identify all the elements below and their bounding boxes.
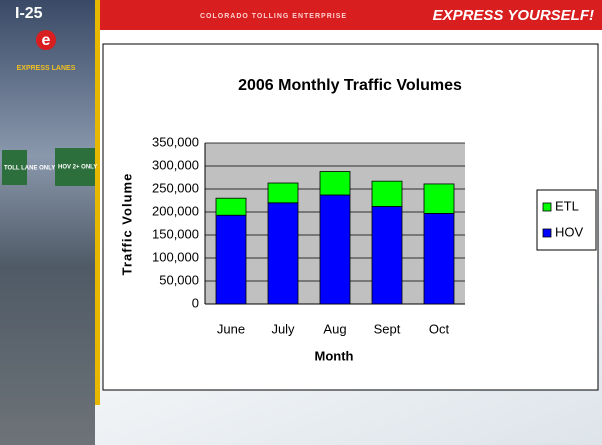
accent-bar [95,0,100,405]
bar-segment [372,181,402,206]
slogan: EXPRESS YOURSELF! [433,7,594,24]
bar-segment [268,203,298,304]
y-tick-label: 100,000 [152,249,199,264]
y-tick-label: 200,000 [152,203,199,218]
bar-segment [216,198,246,215]
bar-segment [320,195,350,304]
y-tick-label: 50,000 [159,272,199,287]
y-tick-label: 150,000 [152,226,199,241]
bar-segment [424,213,454,304]
x-tick-label: July [271,321,295,336]
y-tick-label: 300,000 [152,157,199,172]
legend-label: HOV [555,224,584,239]
logo-text: EXPRESS LANES [17,65,76,72]
logo-letter: e [42,32,51,49]
y-tick-label: 250,000 [152,180,199,195]
bar-segment [268,183,298,203]
bar-segment [372,206,402,304]
bar-segment [216,215,246,304]
legend-swatch [543,229,551,237]
slide: I-25 e EXPRESS LANES TOLL LANE ONLY HOV … [0,0,602,445]
x-tick-label: Oct [429,321,450,336]
x-tick-label: Aug [323,321,346,336]
y-tick-label: 0 [192,295,199,310]
chart: I-25 e EXPRESS LANES TOLL LANE ONLY HOV … [0,0,602,445]
x-tick-label: June [217,321,245,336]
x-axis-title: Month [315,348,354,363]
y-axis-title: Traffic Volume [119,173,134,276]
y-tick-label: 350,000 [152,134,199,149]
x-tick-label: Sept [374,321,401,336]
route: I-25 [15,5,43,22]
legend-label: ETL [555,198,579,213]
bar-segment [424,184,454,213]
sign-right: HOV 2+ ONLY [58,165,97,171]
tagline: COLORADO TOLLING ENTERPRISE [200,13,347,20]
chart-title: 2006 Monthly Traffic Volumes [238,77,462,94]
legend-swatch [543,203,551,211]
bar-segment [320,172,350,195]
sign-left: TOLL LANE ONLY [4,166,55,172]
